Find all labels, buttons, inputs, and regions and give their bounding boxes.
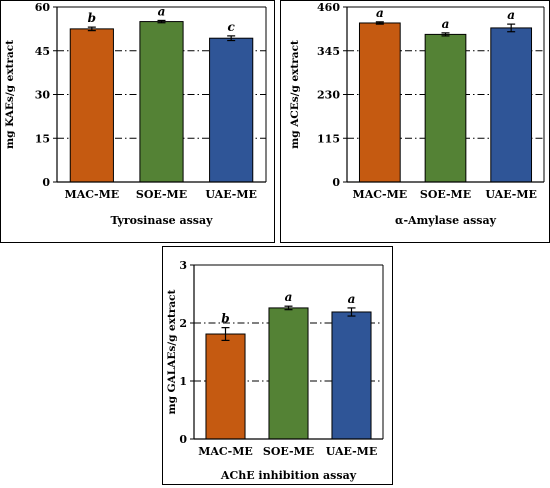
significance-label: a (348, 292, 356, 306)
bar-uae-me (490, 27, 533, 183)
x-tick-label: UAE-ME (205, 188, 257, 201)
x-axis-label: AChE inhibition assay (220, 469, 357, 482)
y-tick-label: 345 (317, 45, 340, 58)
bar-uae-me (331, 311, 372, 440)
x-axis-label: α-Amylase assay (395, 214, 497, 227)
y-tick-label: 230 (317, 89, 340, 102)
x-tick-label: SOE-ME (263, 445, 314, 458)
y-tick-label: 2 (179, 317, 187, 330)
y-tick-label: 0 (332, 176, 340, 189)
x-tick-label: MAC-ME (353, 188, 408, 201)
x-tick-label: MAC-ME (65, 188, 120, 201)
significance-label: a (158, 4, 166, 18)
y-axis-label: mg ACEs/g extract (289, 40, 301, 149)
panel-border (0, 0, 275, 243)
bar-mac-me (69, 28, 114, 183)
y-tick-label: 45 (35, 45, 50, 58)
significance-label: a (376, 6, 384, 20)
y-tick-label: 1 (179, 375, 187, 388)
chart-panel-2: a MAC-ME a SOE-ME a UAE-ME 0 115 230 345 460 mg ACE… (280, 0, 550, 243)
bar-uae-me (209, 37, 254, 183)
y-tick-label: 3 (179, 259, 187, 272)
bar-soe-me (268, 307, 309, 440)
significance-label: b (88, 11, 96, 25)
x-tick-label: MAC-ME (198, 445, 253, 458)
x-axis-label: Tyrosinase assay (110, 214, 213, 227)
bar-soe-me (424, 33, 467, 183)
significance-label: b (221, 312, 229, 326)
y-tick-label: 30 (35, 89, 51, 102)
x-tick-label: UAE-ME (326, 445, 378, 458)
y-axis-label: mg KAEs/g extract (4, 40, 16, 149)
y-tick-label: 60 (35, 1, 51, 14)
chart-panel-3: b MAC-ME a SOE-ME a UAE-ME 0 1 2 3 mg GALAEs/g ext… (162, 246, 393, 485)
significance-label: a (442, 17, 450, 31)
chart-panel-1: b MAC-ME a SOE-ME c UAE-ME 0 15 30 45 60 mg KAEs/g … (0, 0, 275, 243)
bar-soe-me (139, 21, 184, 183)
significance-label: a (285, 290, 293, 304)
y-axis-label: mg GALAEs/g extract (166, 289, 178, 414)
x-tick-label: UAE-ME (485, 188, 537, 201)
bar-mac-me (358, 22, 401, 183)
x-tick-label: SOE-ME (420, 188, 471, 201)
y-tick-label: 115 (317, 132, 340, 145)
significance-label: c (228, 20, 236, 34)
y-tick-label: 0 (179, 433, 187, 446)
y-tick-label: 15 (35, 132, 50, 145)
significance-label: a (507, 8, 515, 22)
panel-border (162, 246, 393, 485)
bar-mac-me (205, 333, 246, 440)
y-tick-label: 0 (42, 176, 50, 189)
y-tick-label: 460 (317, 1, 340, 14)
x-tick-label: SOE-ME (136, 188, 187, 201)
